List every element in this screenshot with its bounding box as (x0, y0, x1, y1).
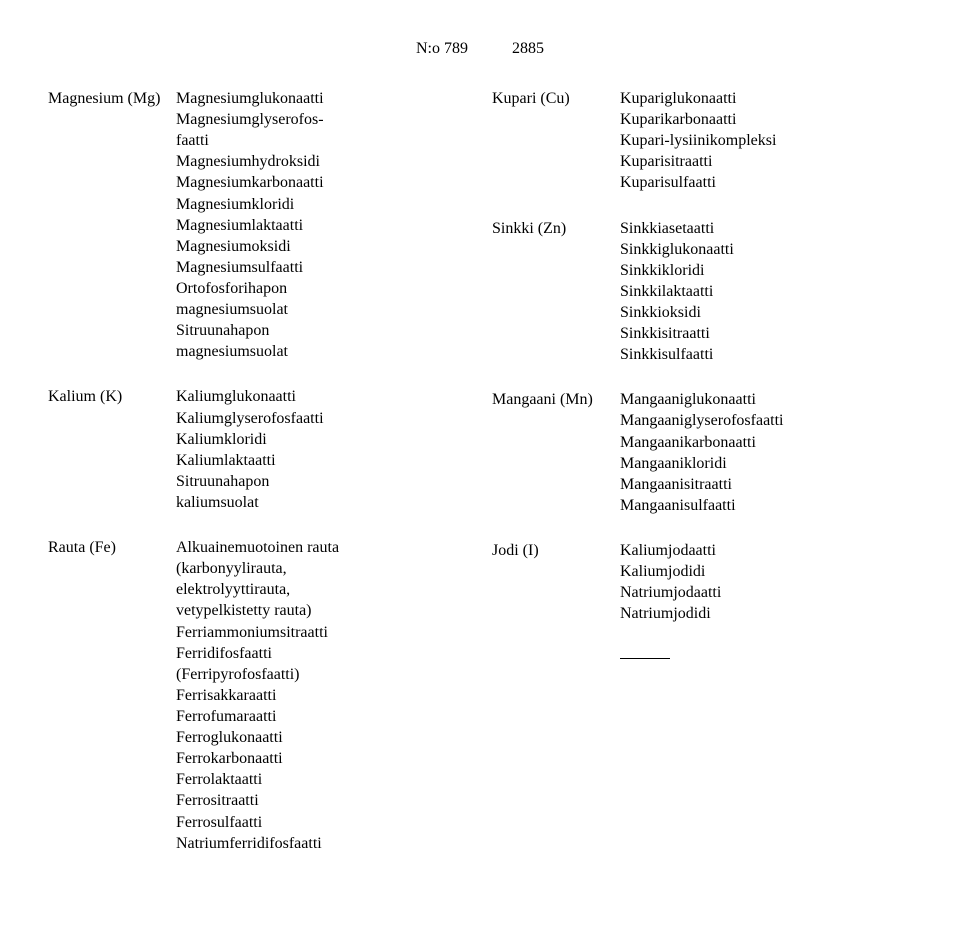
label-empty (492, 648, 620, 659)
page-header: N:o 789 2885 (48, 40, 912, 58)
list-item: faatti (176, 130, 468, 151)
list-item: Magnesiumoksidi (176, 236, 468, 257)
list-item: Mangaanikloridi (620, 453, 912, 474)
list-item: Mangaanisulfaatti (620, 495, 912, 516)
list-item: Sinkkisitraatti (620, 323, 912, 344)
list-item: Ferridifosfaatti (176, 643, 468, 664)
list-item: Kupari-lysiinikompleksi (620, 130, 912, 151)
dash-cell (620, 648, 912, 659)
list-item: Ferrolaktaatti (176, 769, 468, 790)
list-item: Natriumferridifosfaatti (176, 833, 468, 854)
list-item: Ferrositraatti (176, 790, 468, 811)
list-item: Magnesiumsulfaatti (176, 257, 468, 278)
row-sinkki: Sinkki (Zn) Sinkkiasetaatti Sinkkiglukon… (492, 218, 912, 366)
list-item: Kaliumglyserofosfaatti (176, 408, 468, 429)
list-rauta: Alkuainemuotoinen rauta (karbonyylirauta… (176, 537, 468, 854)
list-jodi: Kaliumjodaatti Kaliumjodidi Natriumjodaa… (620, 540, 912, 624)
list-item: Mangaaniglukonaatti (620, 389, 912, 410)
row-rauta: Rauta (Fe) Alkuainemuotoinen rauta (karb… (48, 537, 468, 854)
label-magnesium: Magnesium (Mg) (48, 88, 176, 362)
list-item: Kaliumkloridi (176, 429, 468, 450)
list-item: elektrolyyttirauta, (176, 579, 468, 600)
list-item: Sitruunahapon (176, 320, 468, 341)
list-item: Ferrokarbonaatti (176, 748, 468, 769)
list-item: Magnesiumkloridi (176, 194, 468, 215)
label-rauta: Rauta (Fe) (48, 537, 176, 854)
right-column: Kupari (Cu) Kupariglukonaatti Kuparikarb… (492, 88, 912, 878)
list-item: Mangaanikarbonaatti (620, 432, 912, 453)
list-item: Magnesiumglyserofos- (176, 109, 468, 130)
list-mangaani: Mangaaniglukonaatti Mangaaniglyserofosfa… (620, 389, 912, 516)
list-sinkki: Sinkkiasetaatti Sinkkiglukonaatti Sinkki… (620, 218, 912, 366)
list-item: magnesiumsuolat (176, 299, 468, 320)
list-item: (Ferripyrofosfaatti) (176, 664, 468, 685)
list-item: Mangaanisitraatti (620, 474, 912, 495)
list-item: Natriumjodaatti (620, 582, 912, 603)
list-item: Magnesiumhydroksidi (176, 151, 468, 172)
list-item: Kuparikarbonaatti (620, 109, 912, 130)
list-item: Magnesiumkarbonaatti (176, 172, 468, 193)
row-kupari: Kupari (Cu) Kupariglukonaatti Kuparikarb… (492, 88, 912, 194)
list-item: Magnesiumlaktaatti (176, 215, 468, 236)
list-item: Ferrisakkaraatti (176, 685, 468, 706)
row-mangaani: Mangaani (Mn) Mangaaniglukonaatti Mangaa… (492, 389, 912, 516)
dash-icon (620, 658, 670, 659)
list-kupari: Kupariglukonaatti Kuparikarbonaatti Kupa… (620, 88, 912, 194)
list-item: Kaliumjodidi (620, 561, 912, 582)
label-kalium: Kalium (K) (48, 386, 176, 513)
list-item: vetypelkistetty rauta) (176, 600, 468, 621)
row-jodi: Jodi (I) Kaliumjodaatti Kaliumjodidi Nat… (492, 540, 912, 624)
doc-number: N:o 789 (416, 40, 468, 58)
list-item: Ortofosforihapon (176, 278, 468, 299)
list-item: Magnesiumglukonaatti (176, 88, 468, 109)
list-item: Mangaaniglyserofosfaatti (620, 410, 912, 431)
list-item: Kaliumlaktaatti (176, 450, 468, 471)
list-item: Sinkkilaktaatti (620, 281, 912, 302)
label-jodi: Jodi (I) (492, 540, 620, 624)
list-magnesium: Magnesiumglukonaatti Magnesiumglyserofos… (176, 88, 468, 362)
list-item: Natriumjodidi (620, 603, 912, 624)
list-item: Sinkkiglukonaatti (620, 239, 912, 260)
list-item: Ferrofumaraatti (176, 706, 468, 727)
list-item: Kuparisulfaatti (620, 172, 912, 193)
list-item: Kupariglukonaatti (620, 88, 912, 109)
label-sinkki: Sinkki (Zn) (492, 218, 620, 366)
list-item: Ferroglukonaatti (176, 727, 468, 748)
row-magnesium: Magnesium (Mg) Magnesiumglukonaatti Magn… (48, 88, 468, 362)
list-item: Ferriammoniumsitraatti (176, 622, 468, 643)
label-mangaani: Mangaani (Mn) (492, 389, 620, 516)
list-item: Sinkkikloridi (620, 260, 912, 281)
content-columns: Magnesium (Mg) Magnesiumglukonaatti Magn… (48, 88, 912, 878)
list-item: kaliumsuolat (176, 492, 468, 513)
list-item: Kuparisitraatti (620, 151, 912, 172)
list-item: Sinkkiasetaatti (620, 218, 912, 239)
list-item: Sinkkisulfaatti (620, 344, 912, 365)
list-item: Kaliumjodaatti (620, 540, 912, 561)
label-kupari: Kupari (Cu) (492, 88, 620, 194)
list-item: Sinkkioksidi (620, 302, 912, 323)
list-item: (karbonyylirauta, (176, 558, 468, 579)
row-kalium: Kalium (K) Kaliumglukonaatti Kaliumglyse… (48, 386, 468, 513)
list-item: Alkuainemuotoinen rauta (176, 537, 468, 558)
left-column: Magnesium (Mg) Magnesiumglukonaatti Magn… (48, 88, 468, 878)
list-item: Ferrosulfaatti (176, 812, 468, 833)
list-item: Sitruunahapon (176, 471, 468, 492)
page-number: 2885 (512, 40, 544, 58)
row-dash (492, 648, 912, 659)
list-item: magnesiumsuolat (176, 341, 468, 362)
list-kalium: Kaliumglukonaatti Kaliumglyserofosfaatti… (176, 386, 468, 513)
list-item: Kaliumglukonaatti (176, 386, 468, 407)
